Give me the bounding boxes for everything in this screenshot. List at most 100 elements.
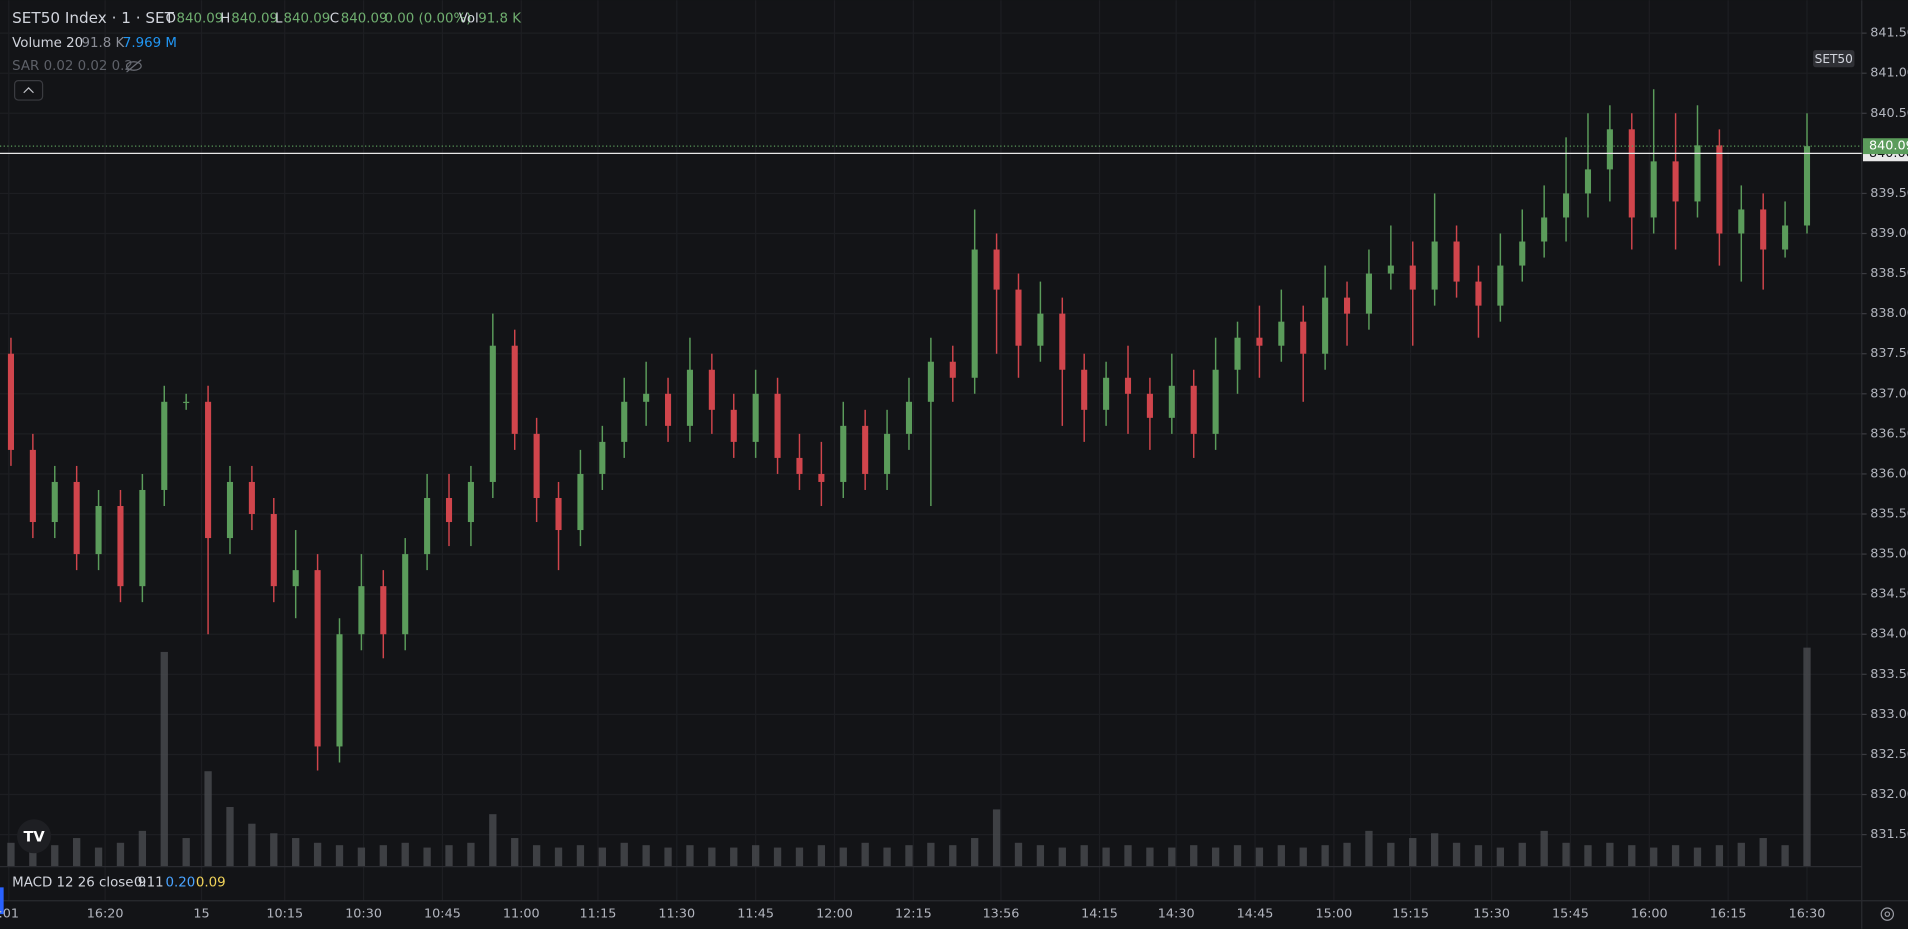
volume-bar [51,845,59,867]
x-tick-label: 14:30 [1158,907,1195,922]
y-tick-label: 833.50 [1870,667,1908,682]
candle-body [1256,337,1263,346]
h-label: H [220,12,230,27]
volume-bar [313,842,322,867]
volume-bar [489,814,497,867]
volume-bar [1628,845,1636,867]
candle-body [1409,265,1416,290]
candle-body [1037,313,1044,346]
candle-body [1343,297,1351,314]
candle-body [1606,129,1613,170]
volume-bar [1102,847,1110,867]
y-tick-label: 840.50 [1870,106,1908,121]
candle-body [336,634,343,747]
y-tick-label: 841.00 [1870,66,1908,81]
candle-body [1519,241,1526,266]
x-tick-label: 15 [193,907,209,922]
volume-bar [29,847,37,867]
volume-bar [1321,845,1329,867]
candle-body [73,481,80,555]
candle-body [752,393,759,442]
volume-bar [1168,847,1176,867]
y-tick-label: 831.50 [1870,827,1908,842]
candle-body [1628,129,1635,218]
volume-bar [226,807,234,867]
candle-body [1212,369,1219,434]
candle-body [292,570,299,587]
candle-body [511,345,518,434]
candle-body [949,361,956,378]
volume-bar [817,845,826,867]
volume-bar [686,845,694,867]
volume-bar [379,845,387,867]
volume-bar [795,847,804,867]
macd-hist: 0.09 [196,875,226,890]
candle-body [665,393,672,426]
hide-icon[interactable] [125,59,142,73]
candle-body [1716,145,1723,234]
volume-study: Volume 20 [12,36,83,51]
volume-bar [7,842,15,867]
volume-bar [1080,845,1088,867]
settings-icon[interactable] [1880,907,1895,921]
volume-bar [1036,845,1045,867]
volume-bar [1211,847,1220,867]
volume-bar [1233,845,1242,867]
candle-body [445,497,453,523]
volume-bar [116,842,125,867]
candle-body [358,586,365,635]
x-tick-label: 10:30 [345,907,382,922]
y-tick-label: 833.00 [1870,707,1908,722]
c-label: C [330,12,339,27]
candle-body [1234,337,1241,370]
candle-body [117,506,124,587]
h-value: 840.09 [231,12,278,27]
volume-bar [1540,830,1548,867]
candle-body [29,449,36,523]
volume-bar [905,845,913,867]
volume-bar [1715,845,1724,867]
collapse-button[interactable] [13,79,44,101]
volume-bar [1124,845,1132,867]
volume-bar [642,845,650,867]
candle-body [51,481,58,523]
volume-bar [773,847,782,867]
candle-body [1563,193,1570,218]
o-label: O [165,12,176,27]
tradingview-logo[interactable]: TV [17,819,52,854]
volume-bar [182,838,190,867]
volume-bar [1496,847,1505,867]
volume-bar [1606,842,1614,867]
y-tick-label: 832.50 [1870,747,1908,762]
candle-body [993,249,1000,290]
volume-bar [664,847,672,867]
volume-bar [883,847,891,867]
candle-body [1190,385,1197,434]
x-tick-label: 11:30 [658,907,695,922]
volume-bar [1343,842,1351,867]
candle-body [818,473,825,482]
candle-body [1322,297,1329,354]
x-tick-label: 15:00 [1315,907,1352,922]
sar-study: SAR 0.02 0.02 0.2 [12,59,133,74]
y-tick-label: 834.00 [1870,627,1908,642]
volume-bar [160,651,168,867]
candle-body [1103,377,1110,410]
candle-body [971,249,978,378]
volume-bar [532,845,541,867]
volume-bar [467,842,475,867]
vol-label: Vol [459,12,479,27]
y-tick-label: 839.00 [1870,226,1908,241]
x-tick-label: 11:00 [503,907,540,922]
candle-body [205,401,212,539]
volume-bar [73,838,81,867]
y-tick-label: 832.00 [1870,787,1908,802]
candle-body [555,497,562,531]
volume-bar [138,830,147,867]
candle-body [1146,393,1153,418]
volume-bar [1781,845,1789,867]
candle-body [533,433,540,498]
